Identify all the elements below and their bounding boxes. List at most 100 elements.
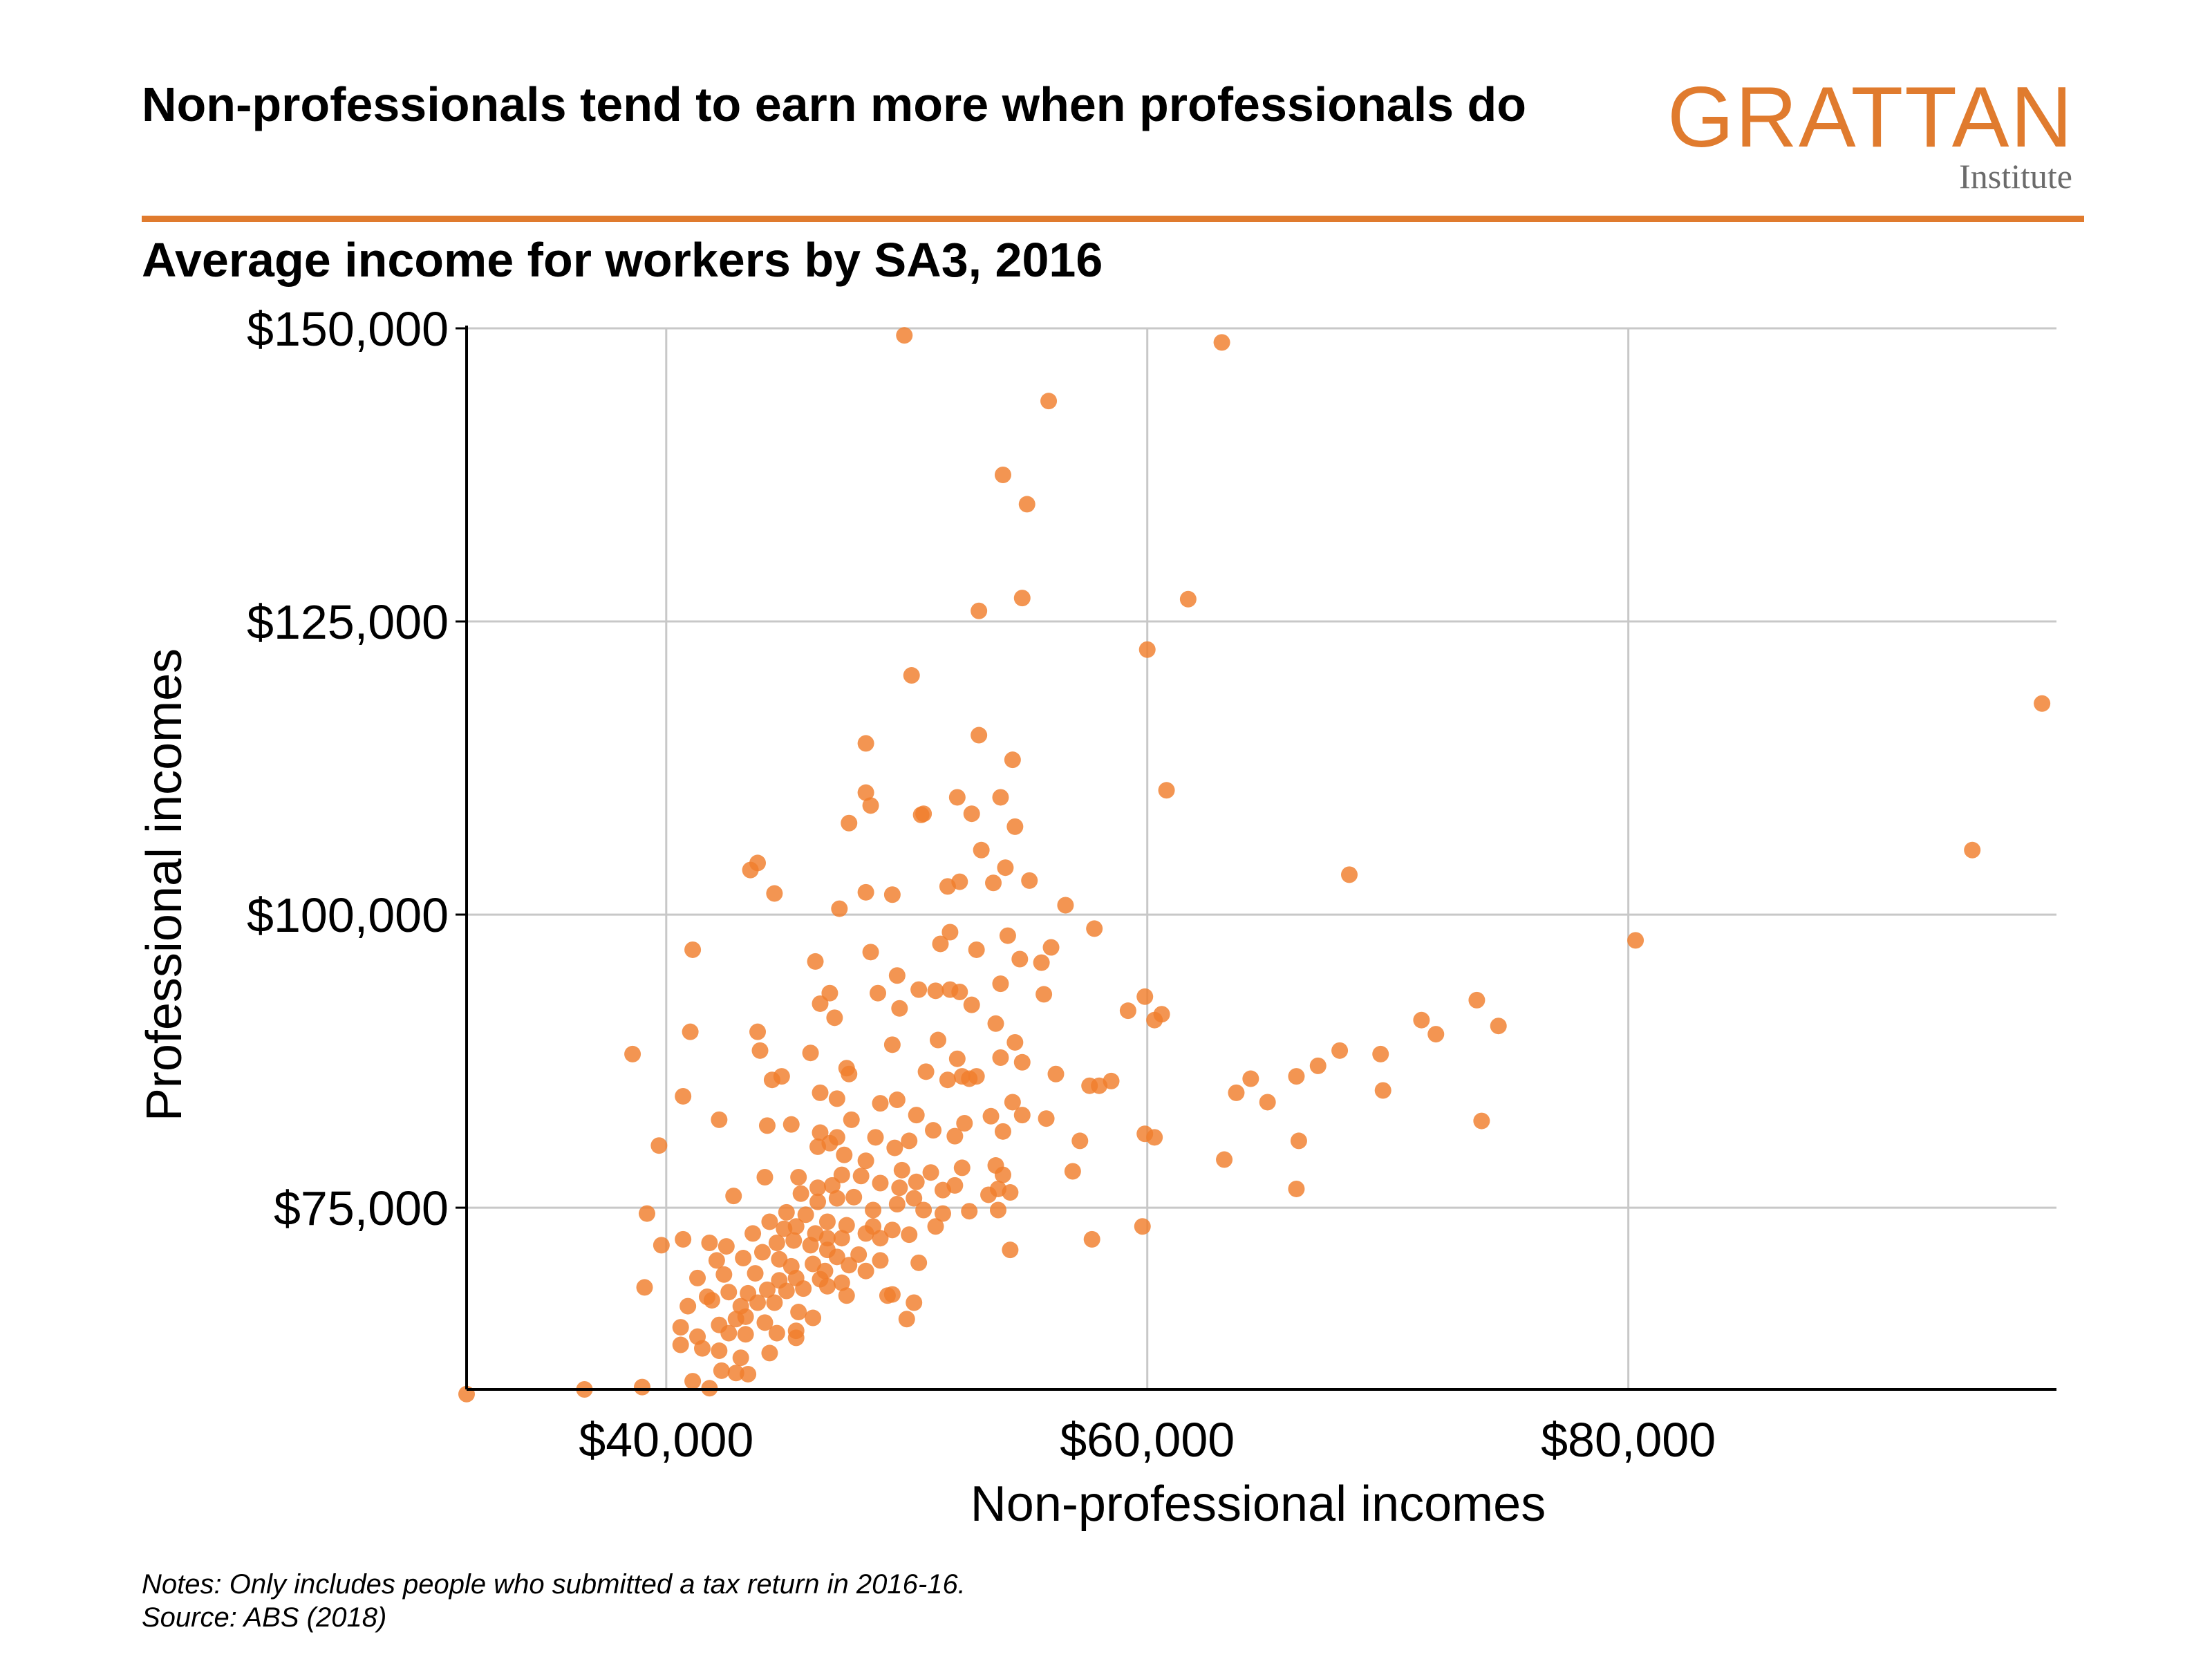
scatter-point	[761, 1344, 778, 1362]
scatter-point	[624, 1045, 641, 1062]
scatter-point	[906, 1190, 923, 1207]
scatter-point	[893, 1161, 910, 1179]
chart-grid	[467, 327, 2056, 1389]
scatter-point	[946, 1127, 964, 1145]
scatter-point	[778, 1203, 795, 1221]
scatter-point	[1119, 1002, 1136, 1020]
scatter-point	[1134, 1218, 1151, 1235]
scatter-point	[787, 1329, 805, 1347]
scatter-point	[891, 1179, 908, 1197]
scatter-point	[838, 1217, 855, 1234]
scatter-point	[1002, 1184, 1019, 1201]
notes-text: Notes: Only includes people who submitte…	[142, 1569, 966, 1600]
scatter-point	[968, 1068, 985, 1085]
scatter-point	[908, 1173, 925, 1190]
scatter-point	[634, 1378, 651, 1396]
scatter-point	[693, 1340, 711, 1357]
scatter-point	[997, 859, 1014, 877]
scatter-point	[857, 1225, 874, 1242]
scatter-point	[833, 1274, 850, 1291]
scatter-point	[886, 1139, 903, 1156]
scatter-point	[805, 1255, 822, 1273]
scatter-point	[672, 1319, 689, 1336]
scatter-point	[898, 1311, 915, 1328]
scatter-point	[948, 789, 966, 806]
scatter-point	[1288, 1180, 1305, 1197]
title-divider	[142, 216, 2084, 222]
scatter-point	[711, 1111, 728, 1128]
x-tick-label: $80,000	[1541, 1413, 1716, 1467]
scatter-point	[888, 967, 906, 984]
scatter-point	[1490, 1018, 1507, 1035]
scatter-point	[961, 1203, 978, 1220]
scatter-point	[744, 1225, 762, 1242]
scatter-point	[1136, 988, 1154, 1005]
scatter-point	[1013, 1053, 1031, 1071]
scatter-point	[953, 1159, 971, 1177]
scatter-point	[753, 1244, 771, 1261]
scatter-point	[992, 789, 1009, 806]
scatter-point	[1033, 954, 1050, 971]
scatter-point	[761, 1213, 778, 1230]
scatter-point	[768, 1234, 785, 1251]
scatter-point	[1038, 1110, 1055, 1127]
scatter-point	[939, 1071, 956, 1089]
scatter-point	[1004, 751, 1021, 769]
scatter-point	[713, 1362, 730, 1379]
scatter-point	[740, 1365, 757, 1382]
scatter-point	[703, 1292, 720, 1309]
scatter-point	[1013, 1107, 1031, 1124]
scatter-point	[778, 1282, 795, 1300]
scatter-point	[1627, 932, 1644, 949]
scatter-point	[1006, 1033, 1024, 1051]
scatter-point	[751, 1042, 769, 1059]
scatter-point	[999, 927, 1016, 944]
scatter-point	[862, 797, 879, 814]
scatter-point	[1018, 496, 1035, 513]
scatter-point	[903, 667, 920, 684]
scatter-point	[934, 1205, 951, 1222]
scatter-point	[720, 1324, 738, 1342]
chart-title: Non-professionals tend to earn more when…	[142, 77, 1527, 131]
scatter-point	[1473, 1112, 1490, 1130]
scatter-point	[951, 984, 968, 1001]
y-axis-label: Professional incomes	[137, 648, 192, 1121]
scatter-point	[973, 841, 990, 859]
scatter-point	[994, 1166, 1011, 1183]
scatter-point	[818, 1213, 836, 1230]
scatter-point	[787, 1218, 805, 1235]
scatter-point	[756, 1169, 774, 1185]
scatter-point	[912, 806, 930, 823]
scatter-point	[735, 1250, 752, 1267]
scatter-point	[812, 1124, 829, 1141]
scatter-point	[718, 1238, 735, 1255]
scatter-point	[1468, 991, 1485, 1009]
scatter-point	[922, 1164, 939, 1181]
scatter-point	[908, 1107, 925, 1124]
scatter-point	[737, 1326, 754, 1343]
scatter-point	[675, 1230, 692, 1248]
scatter-point	[872, 1174, 889, 1192]
scatter-point	[1146, 1129, 1163, 1146]
scatter-point	[782, 1116, 800, 1133]
scatter-point	[1413, 1011, 1430, 1029]
scatter-point	[818, 1230, 836, 1247]
scatter-point	[971, 727, 988, 744]
scatter-point	[682, 1023, 699, 1040]
scatter-point	[1047, 1065, 1065, 1082]
scatter-point	[1064, 1163, 1081, 1180]
scatter-point	[790, 1304, 807, 1321]
scatter-point	[857, 1262, 874, 1280]
logo-wordmark: GRATTAN	[1667, 70, 2074, 165]
scatter-point	[872, 1095, 889, 1112]
scatter-point	[737, 1308, 754, 1325]
scatter-point	[1146, 1011, 1163, 1029]
scatter-point	[1374, 1082, 1391, 1099]
scatter-point	[715, 1266, 733, 1283]
scatter-point	[896, 327, 913, 344]
scatter-point	[1290, 1132, 1307, 1150]
scatter-point	[992, 1049, 1009, 1066]
scatter-point	[802, 1044, 819, 1062]
scatter-point	[883, 1221, 901, 1239]
scatter-point	[1006, 818, 1024, 835]
